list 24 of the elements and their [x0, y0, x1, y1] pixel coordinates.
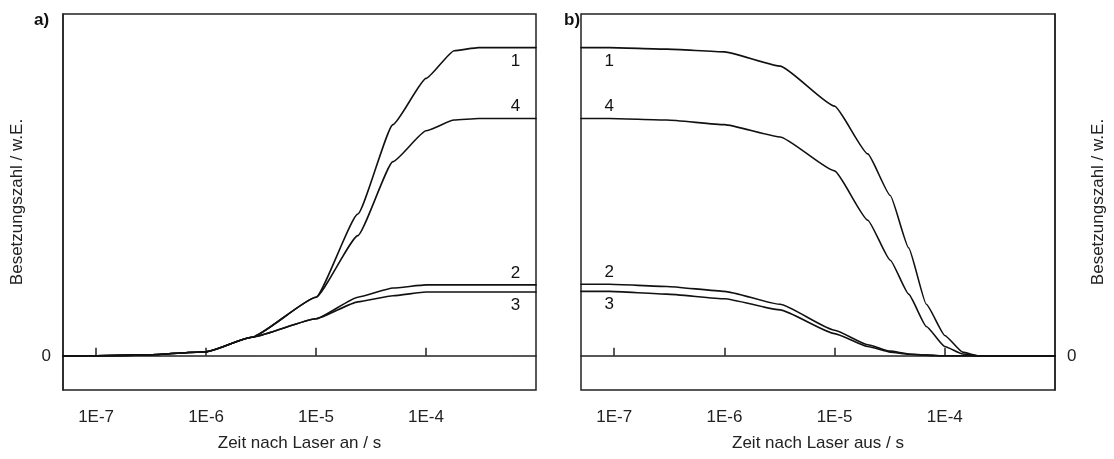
series-label: 3	[510, 295, 521, 314]
series-label: 4	[510, 96, 521, 116]
chart-title: b)	[564, 10, 581, 29]
series-label: 1	[510, 50, 521, 70]
x-tick-label: 1E-5	[298, 407, 335, 426]
series-label: 2	[510, 262, 521, 282]
x-tick-label: 1E-7	[78, 407, 115, 426]
x-tick-label: 1E-4	[408, 407, 444, 426]
x-tick-label: 1E-6	[188, 407, 225, 426]
x-axis-title: Zeit nach Laser aus / s	[732, 433, 904, 452]
series-label: 1	[604, 50, 614, 70]
text: 0	[1067, 346, 1077, 366]
series-label: 2	[604, 262, 614, 282]
x-tick-label: 1E-7	[596, 407, 633, 426]
y-axis-title: Besetzungszahl / w.E.	[7, 118, 26, 286]
x-tick-label: 1E-6	[706, 407, 743, 426]
y-axis-title: Besetzungszahl / w.E.	[1088, 118, 1107, 286]
x-axis-title: Zeit nach Laser an / s	[217, 433, 382, 452]
text: 0	[41, 346, 51, 366]
chart-title: a)	[34, 10, 50, 29]
series-label: 4	[604, 96, 614, 116]
x-tick-label: 1E-4	[926, 407, 963, 426]
x-tick-label: 1E-5	[816, 407, 853, 426]
series-label: 3	[604, 294, 614, 314]
